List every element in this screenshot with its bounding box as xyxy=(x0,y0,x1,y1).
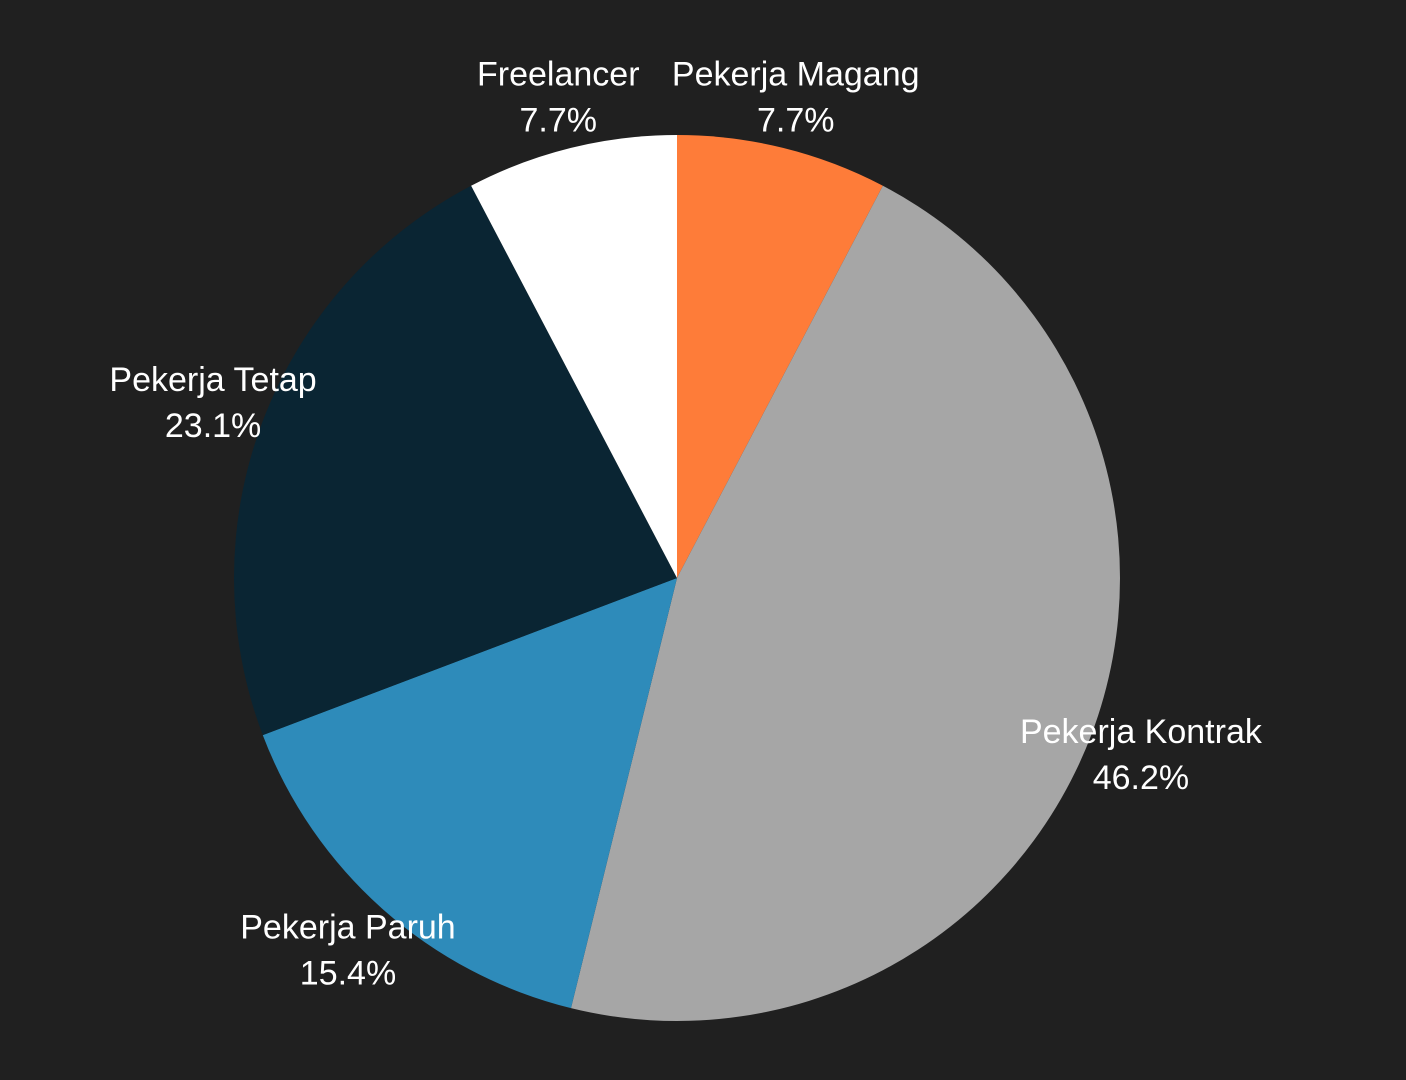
slice-label-percent: 7.7% xyxy=(757,101,835,139)
pie-slice-pekerja-magang xyxy=(677,135,883,578)
slice-label-name: Pekerja Tetap xyxy=(109,361,316,399)
pie-slice-pekerja-tetap xyxy=(233,185,678,736)
slice-label-percent: 46.2% xyxy=(1093,759,1189,797)
slice-label-name: Pekerja Magang xyxy=(672,55,920,93)
pie-slice-freelancer xyxy=(471,135,677,578)
slices-layer xyxy=(233,135,1121,1021)
slice-label-percent: 7.7% xyxy=(520,101,598,139)
slice-label-percent: 15.4% xyxy=(300,954,396,992)
slice-label-name: Freelancer xyxy=(477,55,640,93)
slice-label-name: Pekerja Kontrak xyxy=(1020,713,1263,751)
slice-label-name: Pekerja Paruh xyxy=(240,908,455,946)
pie-slice-pekerja-paruh xyxy=(262,578,677,1009)
pie-slice-pekerja-kontrak xyxy=(570,185,1121,1021)
labels-layer: Pekerja Magang 7.7% Pekerja Kontrak 46.2% Pe… xyxy=(109,55,1262,992)
slice-label-percent: 23.1% xyxy=(165,407,261,445)
